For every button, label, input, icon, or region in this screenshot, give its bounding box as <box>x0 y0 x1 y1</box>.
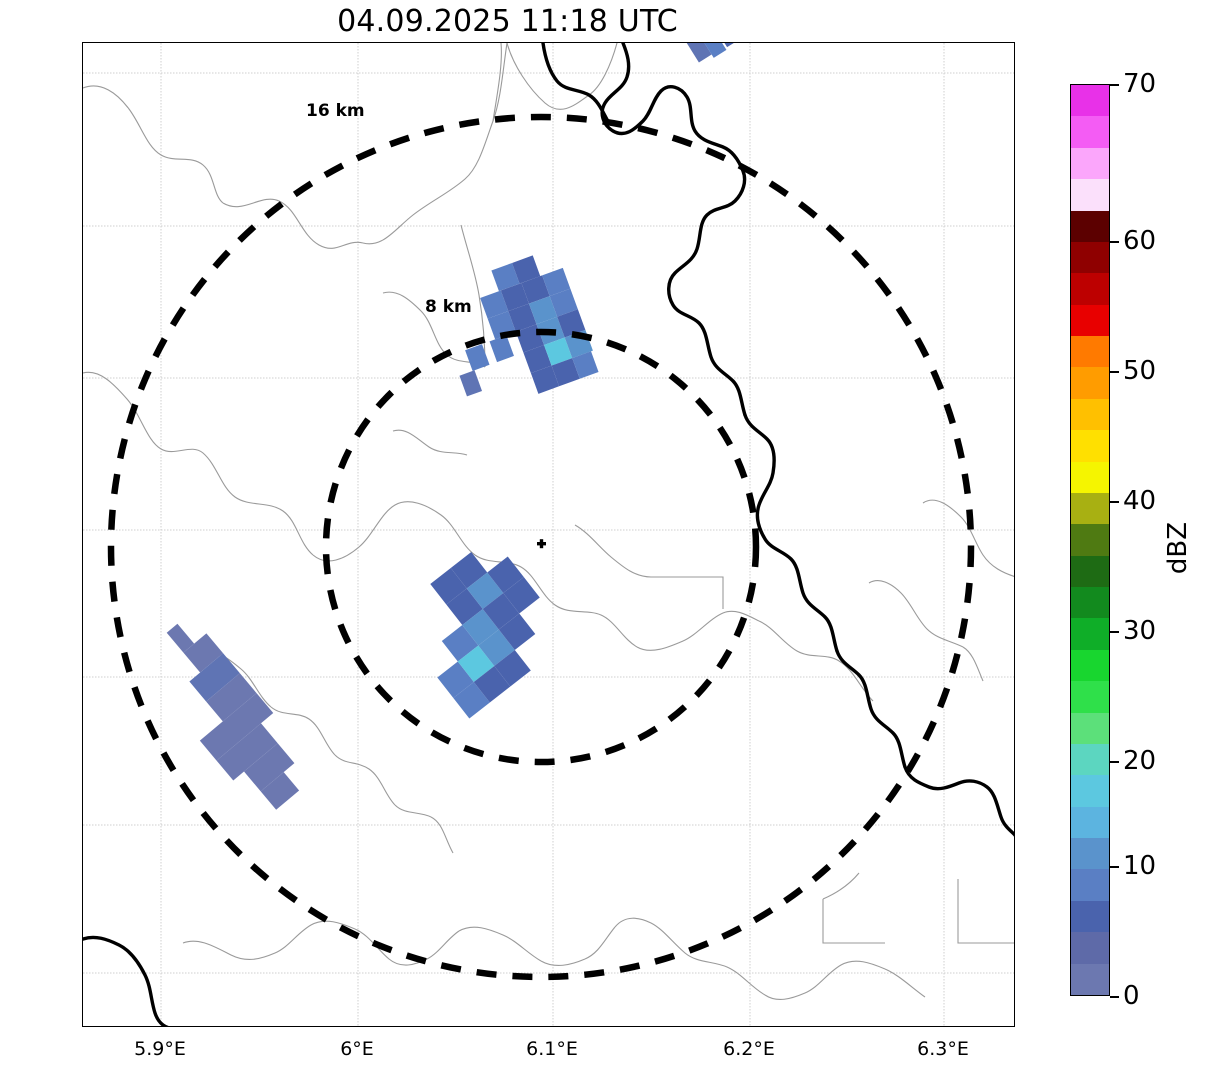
range-ring-label-8km: 8 km <box>425 297 472 317</box>
colorbar-tick-label: 0 <box>1123 981 1140 1011</box>
colorbar-segment <box>1071 85 1109 117</box>
colorbar-segment <box>1071 179 1109 211</box>
colorbar-segment <box>1071 210 1109 242</box>
colorbar-tick-mark <box>1110 866 1119 868</box>
colorbar[interactable] <box>1070 84 1110 996</box>
radar-map-svg <box>83 43 1014 1026</box>
colorbar-segment <box>1071 461 1109 493</box>
colorbar-segment <box>1071 932 1109 964</box>
colorbar-segment <box>1071 743 1109 776</box>
x-tick-label: 5.9°E <box>134 1038 186 1060</box>
colorbar-tick-mark <box>1110 761 1119 763</box>
colorbar-segment <box>1071 398 1109 431</box>
page-title: 04.09.2025 11:18 UTC <box>337 4 678 39</box>
colorbar-tick-label: 20 <box>1123 746 1157 776</box>
colorbar-segment <box>1071 430 1109 462</box>
colorbar-tick-label: 70 <box>1123 69 1157 99</box>
colorbar-segment <box>1071 587 1109 619</box>
colorbar-segment <box>1071 838 1109 870</box>
colorbar-segment <box>1071 900 1109 933</box>
x-tick-label: 6.3°E <box>917 1038 969 1060</box>
colorbar-tick-mark <box>1110 241 1119 243</box>
colorbar-segment <box>1071 273 1109 305</box>
colorbar-segment <box>1071 336 1109 368</box>
colorbar-segment <box>1071 963 1109 995</box>
colorbar-segment <box>1071 241 1109 274</box>
colorbar-segment <box>1071 649 1109 682</box>
range-ring-8km <box>322 328 760 766</box>
admin-boundary-lines <box>83 43 1014 1001</box>
colorbar-tick-mark <box>1110 501 1119 503</box>
national-border-line <box>83 43 1014 1026</box>
colorbar-segment <box>1071 869 1109 901</box>
x-tick-label: 6°E <box>340 1038 374 1060</box>
colorbar-segment <box>1071 618 1109 650</box>
colorbar-tick-label: 60 <box>1123 226 1157 256</box>
colorbar-segment <box>1071 555 1109 587</box>
radar-echo-cells <box>166 43 740 810</box>
range-rings <box>107 113 975 981</box>
colorbar-tick-mark <box>1110 371 1119 373</box>
colorbar-segment <box>1071 147 1109 180</box>
colorbar-segment <box>1071 681 1109 713</box>
colorbar-segment <box>1071 775 1109 807</box>
colorbar-tick-label: 40 <box>1123 486 1157 516</box>
colorbar-tick-label: 50 <box>1123 356 1157 386</box>
x-tick-label: 6.2°E <box>723 1038 775 1060</box>
colorbar-tick-label: 30 <box>1123 616 1157 646</box>
colorbar-segment <box>1071 806 1109 838</box>
colorbar-axis-label: dBZ <box>1163 521 1193 575</box>
colorbar-segment <box>1071 524 1109 556</box>
colorbar-segment <box>1071 367 1109 399</box>
colorbar-tick-mark <box>1110 84 1119 86</box>
range-ring-label-16km: 16 km <box>306 101 365 121</box>
radar-map-canvas[interactable]: 16 km 8 km <box>82 42 1015 1027</box>
range-ring-16km <box>107 113 975 981</box>
radar-site-plus-marker <box>537 539 546 549</box>
colorbar-tick-label: 10 <box>1123 851 1157 881</box>
gridlines <box>83 43 1014 1026</box>
x-tick-label: 6.1°E <box>526 1038 578 1060</box>
colorbar-segment <box>1071 492 1109 525</box>
colorbar-segment <box>1071 712 1109 744</box>
colorbar-segment <box>1071 304 1109 336</box>
colorbar-tick-mark <box>1110 996 1119 998</box>
colorbar-segment <box>1071 116 1109 148</box>
colorbar-tick-mark <box>1110 631 1119 633</box>
